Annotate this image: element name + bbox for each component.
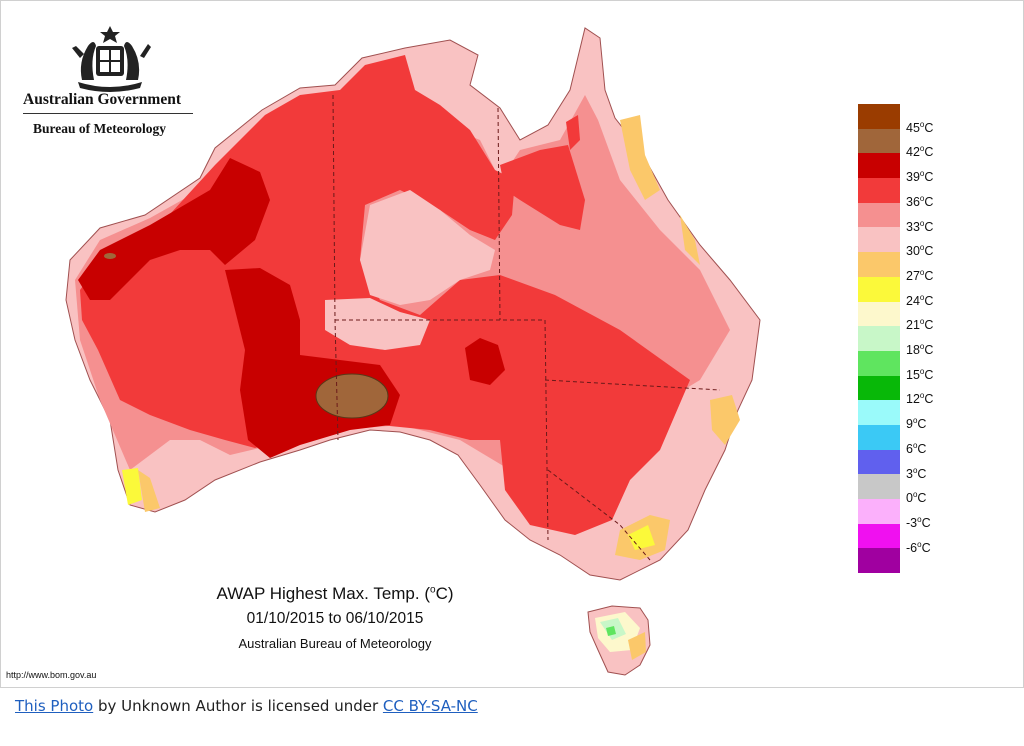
government-name: Australian Government bbox=[23, 91, 182, 108]
legend-tick-label: 36oC bbox=[906, 193, 934, 209]
region-sw-27-30 bbox=[138, 470, 160, 512]
region-42-45-pilbara bbox=[104, 253, 116, 259]
region-coast-27-30 bbox=[710, 395, 740, 445]
legend-swatch bbox=[858, 326, 900, 351]
region-east-27-30 bbox=[620, 115, 660, 200]
region-interior-30-33 bbox=[360, 190, 495, 305]
attribution-text: by Unknown Author is licensed under bbox=[93, 697, 383, 715]
region-se-24-27 bbox=[628, 525, 655, 550]
legend-tick-label: 6oC bbox=[906, 440, 927, 456]
temperature-legend bbox=[858, 104, 900, 574]
legend-tick-label: 9oC bbox=[906, 416, 927, 432]
license-link[interactable]: CC BY-SA-NC bbox=[382, 697, 478, 715]
legend-tick-label: 12oC bbox=[906, 391, 934, 407]
legend-tick-label: 30oC bbox=[906, 243, 934, 259]
legend-tick-label: 18oC bbox=[906, 342, 934, 358]
legend-swatch bbox=[858, 252, 900, 277]
legend-tick-label: -6oC bbox=[906, 539, 931, 555]
legend-swatch bbox=[858, 104, 900, 129]
legend-swatch bbox=[858, 523, 900, 549]
legend-swatch bbox=[858, 227, 900, 253]
legend-swatch bbox=[858, 276, 900, 302]
legend-swatch bbox=[858, 128, 900, 154]
region-cape-36-39 bbox=[566, 115, 580, 150]
legend-tick-label: 15oC bbox=[906, 366, 934, 382]
map-date-range: 01/10/2015 to 06/10/2015 bbox=[246, 610, 424, 627]
region-ne-36-39 bbox=[500, 145, 585, 230]
legend-tick-label: 3oC bbox=[906, 465, 927, 481]
bureau-name: Bureau of Meteorology bbox=[33, 121, 166, 136]
temperature-map bbox=[65, 27, 761, 676]
legend-tick-label: -3oC bbox=[906, 514, 931, 531]
region-42-45-nullarbor bbox=[315, 373, 389, 419]
region-39-42-central bbox=[465, 338, 505, 385]
legend-tick-label: 33oC bbox=[906, 218, 934, 234]
map-credit: Australian Bureau of Meteorology bbox=[238, 636, 432, 651]
legend-swatch bbox=[858, 178, 900, 203]
legend-swatch bbox=[858, 350, 900, 376]
legend-swatch bbox=[858, 474, 900, 499]
legend-tick-label: 0oC bbox=[906, 490, 927, 506]
region-central-30-33 bbox=[325, 298, 430, 350]
region-39-42-west bbox=[78, 158, 270, 300]
legend-swatch bbox=[858, 153, 900, 179]
header-divider bbox=[23, 113, 193, 114]
border-sa-east bbox=[544, 319, 549, 541]
legend-tick-label: 21oC bbox=[906, 317, 934, 333]
legend-swatch bbox=[858, 499, 900, 524]
legend-tick-label: 45oC bbox=[906, 119, 934, 135]
legend-swatch bbox=[858, 424, 900, 450]
legend-swatch bbox=[858, 449, 900, 475]
tasmania-15-18 bbox=[606, 626, 616, 636]
legend-swatch bbox=[858, 548, 900, 574]
coat-of-arms-icon bbox=[72, 26, 151, 92]
legend-tick-label: 24oC bbox=[906, 292, 934, 308]
map-title: AWAP Highest Max. Temp. (oC) bbox=[216, 584, 454, 603]
legend-swatch bbox=[858, 400, 900, 425]
border-nt-qld bbox=[497, 107, 501, 321]
region-east-27-30b bbox=[680, 215, 700, 265]
tasmania-27-30 bbox=[628, 632, 646, 660]
border-nsw-vic bbox=[547, 469, 651, 561]
legend-tick-label: 27oC bbox=[906, 267, 934, 284]
source-url: http://www.bom.gov.au bbox=[6, 670, 97, 680]
legend-tick-label: 42oC bbox=[906, 144, 934, 160]
region-sw-24-27 bbox=[122, 468, 142, 505]
border-qld-nsw bbox=[544, 379, 721, 391]
legend-swatch bbox=[858, 301, 900, 327]
this-photo-link[interactable]: This Photo bbox=[15, 697, 94, 715]
photo-attribution: This Photo by Unknown Author is licensed… bbox=[15, 697, 478, 715]
legend-swatch bbox=[858, 202, 900, 228]
legend-swatch bbox=[858, 375, 900, 401]
legend-tick-label: 39oC bbox=[906, 169, 934, 185]
